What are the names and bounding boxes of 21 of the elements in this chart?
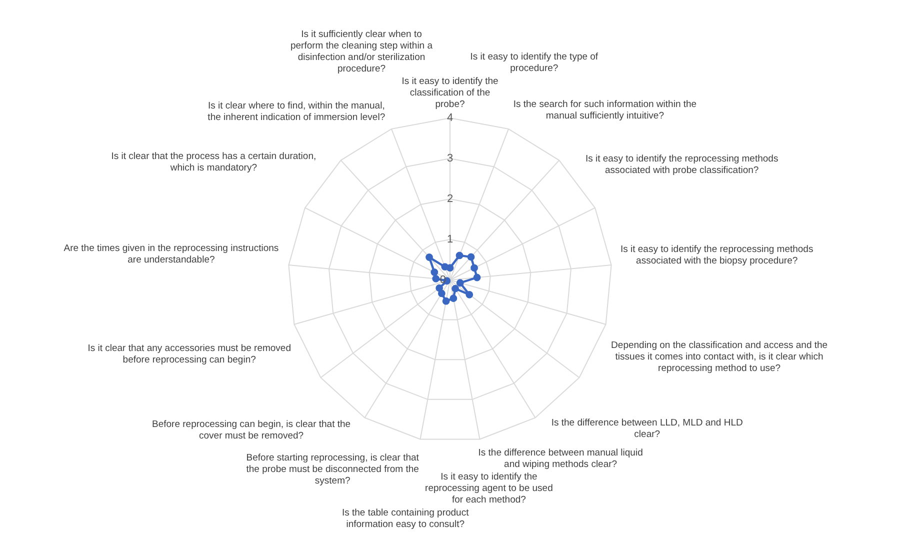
spoke-label: Is the difference between LLD, MLD and HLD clear? xyxy=(551,418,743,440)
y-tick-label: 3 xyxy=(446,152,454,165)
spoke-label: Is it easy to identify the reprocessing agent to be used for each method? xyxy=(425,472,553,506)
spoke-label: Is it clear where to find, within the manual, the inherent indication of immersion level? xyxy=(208,100,386,123)
spoke-label: Is it easy to identify the type of procedure? xyxy=(470,52,598,74)
spoke-label: Is it easy to identify the reprocessing methods associated with probe classification? xyxy=(585,153,778,176)
spoke-label: Is it sufficiently clear when to perform the cleaning step within a disinfection and/or sterilization procedure? xyxy=(290,28,434,74)
spoke-label: Is the difference between manual liquid and wiping methods clear? xyxy=(478,447,643,470)
y-tick-label: 2 xyxy=(446,193,454,206)
spoke-label: Is the table containing product information easy to consult? xyxy=(342,508,470,530)
spoke-label: Is the search for such information within the manual sufficiently intuitive? xyxy=(513,98,697,122)
spoke-label: Is it clear that the process has a certain duration, which is mandatory? xyxy=(111,151,316,174)
spoke-label: Are the times given in the reprocessing instructions are understandable? xyxy=(64,243,279,266)
spoke-label: Is it clear that any accessories must be removed before reprocessing can begin? xyxy=(88,343,291,366)
y-tick-label: 1 xyxy=(446,234,454,246)
spoke-label: Is it easy to identify the classification of the probe? xyxy=(402,76,498,110)
y-tick-label: 4 xyxy=(446,112,454,124)
spoke-label: Before starting reprocessing, is clear that the probe must be disconnected from the system? xyxy=(246,452,420,487)
spoke-label: Is it easy to identify the reprocessing methods associated with the biopsy procedure? xyxy=(620,244,814,267)
spoke-label: Before reprocessing can begin, is clear that the cover must be removed? xyxy=(152,418,351,442)
spoke-label: Depending on the classification and access and the tissues it comes into contact with, is it clear which reprocessing method to use? xyxy=(611,340,828,374)
